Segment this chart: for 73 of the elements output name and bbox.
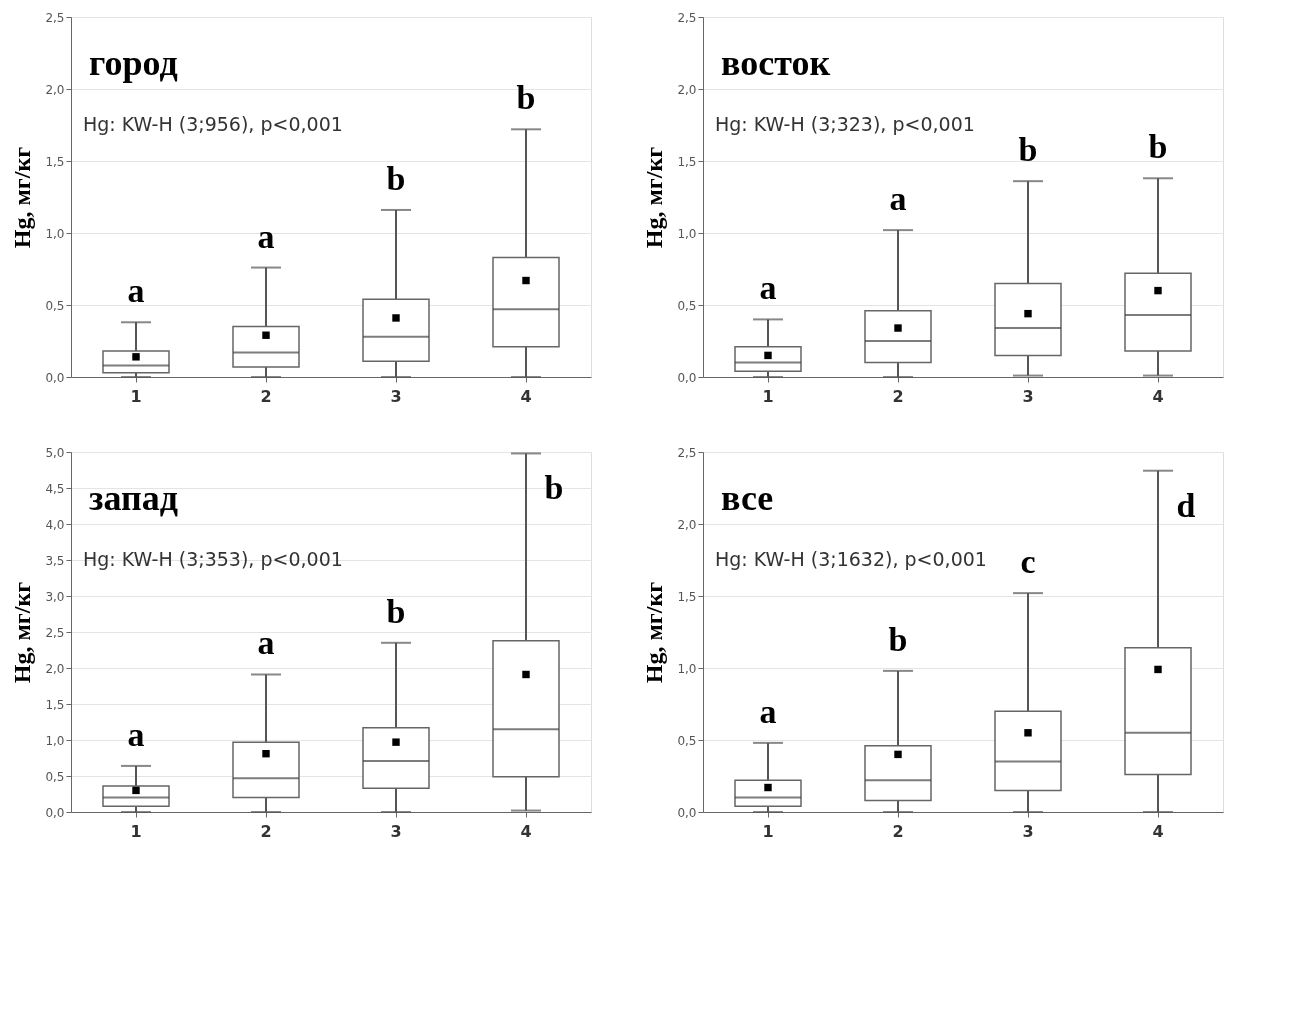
y-axis-title: Hg, мг/кг [641, 581, 668, 684]
y-tick-label: 1,0 [45, 226, 65, 241]
annotation: b [1148, 128, 1168, 166]
y-tick-label: 0,0 [45, 370, 65, 385]
y-tick-label: 1,5 [45, 154, 65, 169]
y-axis-title: Hg, мг/кг [641, 146, 668, 249]
annotation: Hg: KW-H (3;956), p<0,001 [83, 113, 343, 135]
y-tick-label: 2,0 [677, 82, 697, 97]
annotation: a [257, 624, 275, 662]
y-tick-label: 1,0 [45, 733, 65, 748]
y-tick-label: 0,5 [45, 769, 65, 784]
x-tick-label: 4 [1152, 821, 1164, 841]
y-tick-label: 2,5 [677, 445, 697, 460]
x-tick-label: 4 [520, 386, 532, 406]
x-tick-label: 1 [762, 386, 774, 406]
y-tick-label: 3,0 [45, 589, 65, 604]
x-tick-label: 4 [1152, 386, 1164, 406]
x-tick-label: 1 [130, 386, 142, 406]
y-tick-label: 3,5 [45, 553, 65, 568]
y-tick-label: 0,0 [45, 805, 65, 820]
x-tick-label: 2 [260, 821, 272, 841]
y-tick-label: 0,5 [677, 298, 697, 313]
y-tick-label: 2,0 [677, 517, 697, 532]
text: запад [89, 477, 178, 518]
x-tick-label: 1 [762, 821, 774, 841]
y-tick-label: 1,0 [677, 226, 697, 241]
annotation: b [386, 592, 406, 630]
x-tick-label: 2 [892, 386, 904, 406]
x-tick-label: 3 [390, 386, 402, 406]
y-tick-label: 2,5 [677, 10, 697, 25]
y-tick-label: 0,0 [677, 805, 697, 820]
y-axis-title: Hg, мг/кг [9, 581, 36, 684]
annotation: Hg: KW-H (3;1632), p<0,001 [715, 548, 987, 570]
x-tick-label: 1 [130, 821, 142, 841]
y-tick-label: 2,5 [45, 625, 65, 640]
annotation: d [1176, 486, 1196, 524]
annotation: b [516, 79, 536, 117]
x-tick-label: 3 [390, 821, 402, 841]
x-tick-label: 3 [1022, 386, 1034, 406]
annotation: b [888, 620, 908, 658]
x-tick-label: 3 [1022, 821, 1034, 841]
y-tick-label: 5,0 [45, 445, 65, 460]
annotation: Hg: KW-H (3;353), p<0,001 [83, 548, 343, 570]
annotation: a [889, 180, 907, 218]
y-tick-label: 1,5 [45, 697, 65, 712]
x-tick-label: 4 [520, 821, 532, 841]
x-tick-label: 2 [892, 821, 904, 841]
y-tick-label: 0,5 [677, 733, 697, 748]
y-tick-label: 0,5 [45, 298, 65, 313]
annotation: a [127, 715, 145, 753]
annotation: Hg: KW-H (3;323), p<0,001 [715, 113, 975, 135]
annotation: b [386, 159, 406, 197]
x-tick-label: 2 [260, 386, 272, 406]
annotation: c [1020, 543, 1036, 581]
text: все [721, 477, 774, 518]
y-tick-label: 1,5 [677, 589, 697, 604]
annotation: a [127, 272, 145, 310]
annotation: a [759, 269, 777, 307]
y-axis-title: Hg, мг/кг [9, 146, 36, 249]
y-tick-label: 1,5 [677, 154, 697, 169]
y-tick-label: 4,0 [45, 517, 65, 532]
y-tick-label: 2,0 [45, 82, 65, 97]
y-tick-label: 2,0 [45, 661, 65, 676]
y-tick-label: 1,0 [677, 661, 697, 676]
text: город [89, 42, 178, 83]
annotation: a [257, 217, 275, 255]
annotation: a [759, 692, 777, 730]
y-tick-label: 2,5 [45, 10, 65, 25]
y-tick-label: 4,5 [45, 481, 65, 496]
annotation: b [544, 469, 564, 507]
y-tick-label: 0,0 [677, 370, 697, 385]
text: восток [721, 42, 831, 83]
annotation: b [1018, 131, 1038, 169]
